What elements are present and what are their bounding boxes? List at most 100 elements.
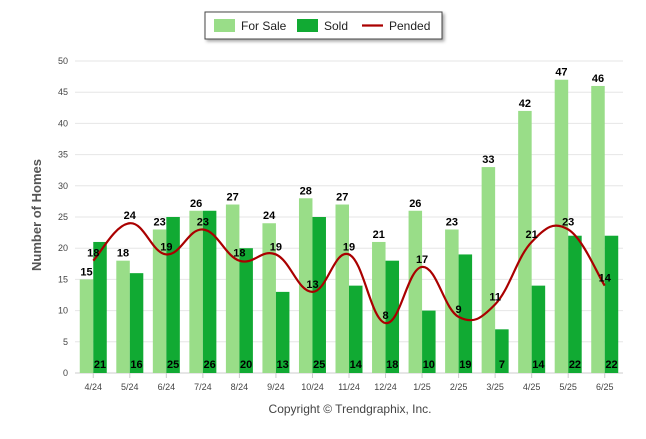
x-tick-label: 1/25 [413,382,431,392]
x-tick-label: 6/24 [158,382,176,392]
y-tick-label: 5 [63,337,68,347]
bar-for-sale [591,85,605,374]
data-label-pended: 19 [270,241,282,253]
data-label-sold: 10 [423,359,435,371]
x-tick-label: 2/25 [450,382,468,392]
bar-for-sale [189,210,203,373]
legend-label-pended: Pended [389,19,430,33]
data-label-sold: 22 [605,359,617,371]
bar-for-sale [372,241,386,373]
y-axis-title: Number of Homes [29,159,44,271]
x-tick-label: 7/24 [194,382,212,392]
bar-for-sale [298,198,313,373]
data-label-for-sale: 27 [336,192,348,204]
data-label-for-sale: 24 [263,210,276,222]
bar-sold [495,329,509,373]
bar-sold [568,235,582,373]
data-label-pended: 17 [416,254,428,266]
data-label-for-sale: 33 [482,154,494,166]
data-label-sold: 25 [167,359,179,371]
y-tick-label: 0 [63,368,68,378]
data-label-sold: 14 [532,359,545,371]
bar-sold [129,273,144,373]
label-layer: 15 21 18 16 23 25 26 26 27 20 24 13 28 25 27 14 21 18 26 10… [80,67,617,371]
data-label-sold: 18 [386,359,398,371]
data-label-sold: 13 [277,359,289,371]
data-label-pended: 11 [489,291,501,303]
legend-label-for-sale: For Sale [241,19,287,33]
x-tick-label: 4/25 [523,382,541,392]
data-label-pended: 19 [160,241,172,253]
x-tick-label: 11/24 [338,382,360,392]
axis-layer: Number of Homes 0 5 10 15 20 25 30 35 40 45 50 4/24… [29,56,613,392]
legend[interactable]: For Sale Sold Pended [204,11,443,40]
y-tick-label: 35 [58,150,68,160]
data-label-pended: 23 [197,216,209,228]
bar-sold [422,310,436,373]
data-label-sold: 7 [499,359,505,371]
data-label-for-sale: 18 [117,248,129,260]
data-label-for-sale: 42 [519,98,531,110]
data-label-pended: 8 [382,310,388,322]
y-tick-label: 45 [58,87,68,97]
bar-sold [531,285,546,373]
bar-sold [166,217,180,373]
data-label-pended: 24 [124,210,137,222]
copyright-footer: Copyright © Trendgraphix, Inc. [269,402,432,416]
bar-for-sale [79,279,94,373]
data-label-pended: 18 [233,248,245,260]
legend-swatch-sold [297,19,318,32]
legend-box [204,11,443,40]
data-label-pended: 14 [599,273,612,285]
x-tick-label: 6/25 [596,382,614,392]
y-tick-label: 25 [58,212,68,222]
data-label-sold: 22 [569,359,581,371]
data-label-for-sale: 26 [409,198,421,210]
x-tick-label: 5/25 [559,382,577,392]
data-label-sold: 20 [240,359,252,371]
data-label-for-sale: 23 [446,216,458,228]
data-label-pended: 13 [306,279,318,291]
data-label-for-sale: 21 [373,229,385,241]
data-label-for-sale: 46 [592,73,604,85]
bar-for-sale [152,229,167,373]
bar-layer [79,79,619,374]
bar-sold [93,241,107,373]
data-label-sold: 25 [313,359,325,371]
bar-for-sale [262,223,276,373]
bar-for-sale [408,210,423,373]
bar-for-sale [445,229,459,373]
data-label-pended: 21 [526,229,538,241]
bar-sold [239,248,253,373]
x-tick-label: 5/24 [121,382,139,392]
data-label-for-sale: 47 [555,67,567,79]
data-label-pended: 23 [562,216,574,228]
x-tick-label: 8/24 [231,382,249,392]
data-label-sold: 19 [459,359,471,371]
y-tick-label: 50 [58,56,68,66]
data-label-sold: 16 [130,359,142,371]
y-tick-label: 40 [58,118,68,128]
data-label-for-sale: 27 [227,192,239,204]
data-label-for-sale: 23 [153,216,165,228]
bar-for-sale [518,110,532,374]
x-tick-label: 9/24 [267,382,285,392]
bar-sold [385,260,400,373]
data-label-pended: 19 [343,241,355,253]
bar-sold [349,285,363,373]
data-label-for-sale: 15 [80,266,92,278]
bar-for-sale [335,204,349,373]
data-label-pended: 18 [87,248,99,260]
x-tick-label: 10/24 [301,382,324,392]
x-tick-label: 12/24 [374,382,397,392]
legend-label-sold: Sold [324,19,348,33]
data-label-for-sale: 28 [300,185,312,197]
bar-for-sale [116,260,130,373]
x-tick-label: 3/25 [486,382,504,392]
y-tick-label: 20 [58,243,68,253]
bar-sold [275,291,290,373]
x-tick-label: 4/24 [85,382,103,392]
bar-for-sale [225,204,240,373]
